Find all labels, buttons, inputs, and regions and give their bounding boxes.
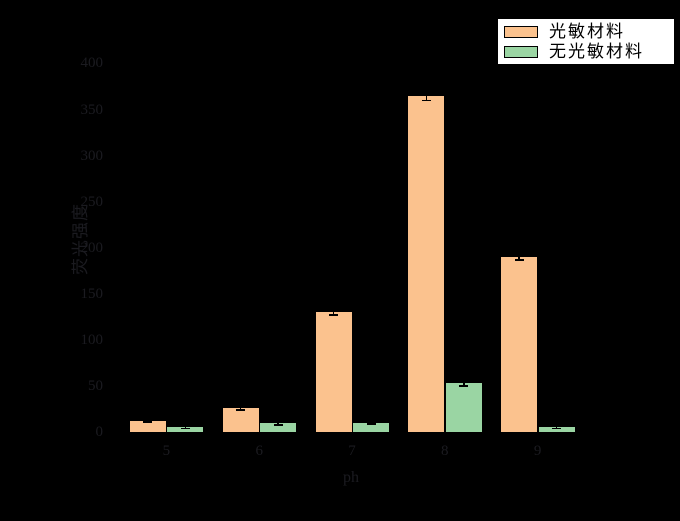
y-tick-mark	[107, 155, 113, 157]
x-tick-label: 5	[162, 443, 171, 459]
error-bar-cap	[236, 409, 246, 411]
error-bar-line	[463, 380, 465, 386]
error-bar-cap	[236, 405, 246, 407]
error-bar-cap	[514, 259, 524, 261]
x-axis-spine	[113, 432, 592, 433]
error-bar-line	[332, 309, 335, 315]
x-tick-label: 8	[441, 443, 449, 459]
bar-series1	[129, 420, 166, 432]
bar-series1	[315, 312, 352, 432]
bar-series2	[260, 422, 297, 432]
y-tick-mark	[107, 201, 113, 203]
legend-item: 光敏材料	[504, 22, 668, 41]
legend-item: 无光敏材料	[504, 42, 668, 61]
y-tick-mark	[107, 339, 113, 341]
error-bar-cap	[143, 421, 153, 423]
error-bar-cap	[459, 379, 469, 381]
x-tick-mark	[258, 432, 260, 437]
x-tick-label: 9	[533, 443, 542, 459]
error-bar-cap	[552, 427, 562, 430]
error-bar-cap	[552, 425, 562, 427]
error-bar-cap	[514, 253, 524, 255]
y-tick-label: 150	[80, 285, 104, 302]
error-bar-cap	[143, 419, 153, 421]
error-bar-cap	[421, 90, 431, 92]
error-bar-line	[147, 420, 149, 422]
legend-swatch	[504, 45, 538, 58]
legend-label: 无光敏材料	[549, 42, 644, 61]
y-tick-label: 200	[80, 239, 104, 256]
y-tick-mark	[107, 109, 113, 110]
error-bar-cap	[180, 427, 190, 430]
x-tick-mark	[537, 432, 539, 437]
x-axis-label: ph	[343, 469, 359, 486]
y-tick-label: 250	[80, 193, 104, 210]
y-tick-mark	[107, 293, 113, 295]
error-bar-cap	[273, 419, 283, 422]
error-bar-cap	[366, 420, 376, 423]
y-tick-label: 0	[95, 424, 104, 440]
x-tick-mark	[351, 432, 353, 437]
bar-series2	[353, 422, 389, 432]
bar-series2	[167, 427, 204, 432]
x-tick-label: 7	[348, 443, 356, 459]
bar-series1	[222, 408, 259, 432]
error-bar-cap	[329, 314, 338, 316]
y-axis-label: 荧光强度	[71, 203, 90, 275]
y-axis-spine	[113, 45, 114, 433]
error-bar-cap	[459, 385, 469, 387]
error-bar-cap	[366, 423, 376, 425]
y-tick-label: 300	[80, 147, 104, 164]
y-tick-mark	[107, 62, 113, 64]
y-tick-label: 400	[80, 55, 104, 72]
legend-label: 光敏材料	[549, 22, 625, 41]
y-tick-label: 350	[80, 101, 104, 118]
y-tick-label: 100	[80, 331, 104, 348]
error-bar-line	[277, 420, 279, 425]
top-spine	[113, 45, 592, 46]
error-bar-cap	[421, 99, 431, 102]
error-bar-cap	[273, 424, 283, 426]
x-tick-mark	[444, 432, 446, 437]
bar-series2	[538, 427, 575, 432]
x-tick-mark	[165, 432, 167, 437]
error-bar-line	[370, 421, 372, 424]
x-tick-label: 6	[255, 443, 263, 459]
error-bar-line	[518, 254, 520, 260]
legend-swatch	[504, 25, 538, 38]
error-bar-line	[184, 426, 187, 429]
legend: 光敏材料 无光敏材料	[497, 18, 675, 65]
bar-series2	[445, 383, 482, 432]
error-bar-line	[555, 426, 558, 429]
y-tick-mark	[107, 247, 113, 249]
error-bar-cap	[329, 308, 338, 310]
y-tick-mark	[107, 385, 113, 387]
y-tick-label: 50	[88, 377, 103, 394]
bar-series1	[408, 95, 445, 432]
error-bar-cap	[180, 425, 190, 427]
right-spine	[591, 45, 592, 433]
y-tick-mark	[107, 431, 113, 433]
bar-series1	[501, 256, 538, 432]
error-bar-line	[425, 91, 428, 101]
error-bar-line	[239, 406, 242, 410]
